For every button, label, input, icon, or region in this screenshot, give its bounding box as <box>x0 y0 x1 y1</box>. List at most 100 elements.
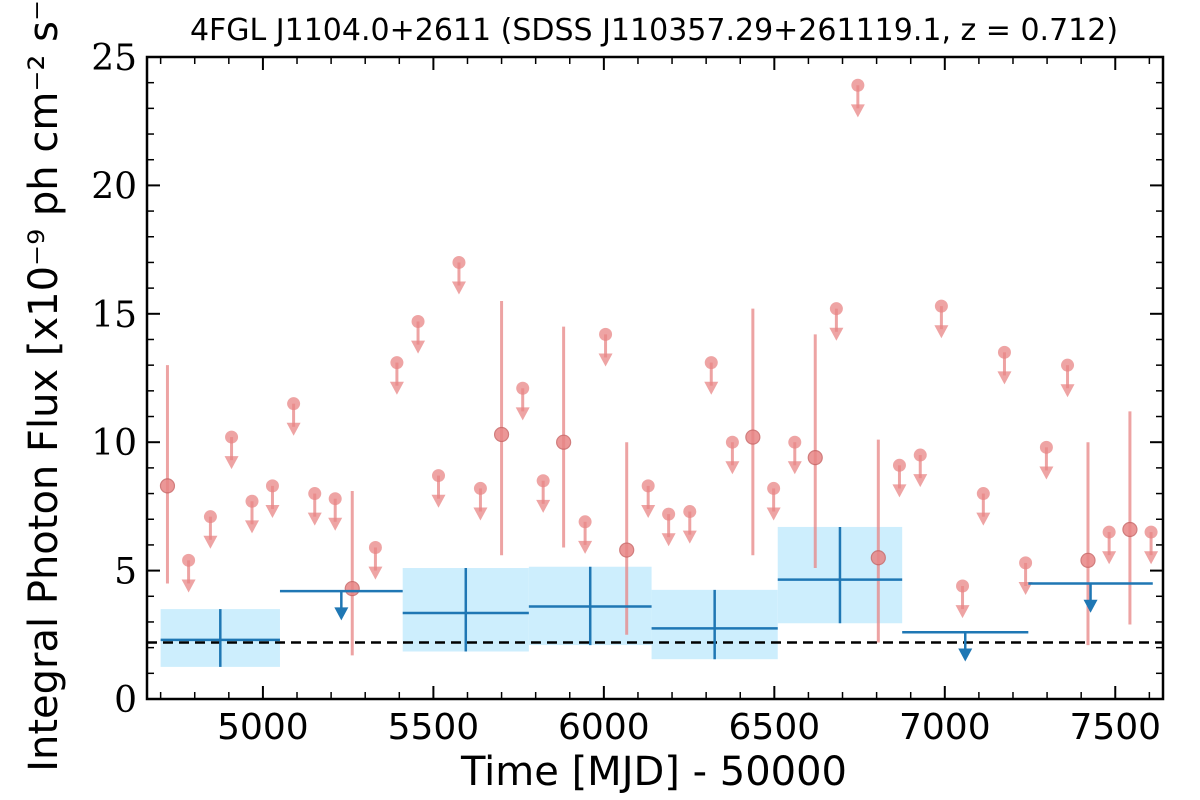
upper-limit-arrow <box>286 422 301 436</box>
upper-limit-point <box>328 492 342 506</box>
x-tick-label: 6500 <box>729 707 821 748</box>
upper-limit-point <box>390 356 404 370</box>
upper-limit-arrow <box>536 499 551 513</box>
upper-limit-arrow <box>245 520 260 534</box>
upper-limit-point <box>265 479 279 493</box>
y-tick-label: 10 <box>91 423 137 464</box>
upper-limit-point <box>599 327 613 341</box>
upper-limit-arrow <box>934 325 949 339</box>
upper-limit-point <box>934 299 948 313</box>
upper-limit-point <box>976 487 990 501</box>
upper-limit-arrow <box>704 381 719 395</box>
upper-limit-arrow <box>976 512 991 526</box>
x-tick-label: 6000 <box>558 707 650 748</box>
fine-bin-points <box>159 78 1159 656</box>
upper-limit-arrow <box>829 327 844 341</box>
upper-limit-arrow <box>451 281 466 295</box>
upper-limit-arrow <box>955 605 970 619</box>
upper-limit-point <box>182 553 196 567</box>
y-tick-label: 20 <box>91 166 137 207</box>
data-point <box>619 542 635 558</box>
upper-limit-point <box>683 505 697 519</box>
coarse-bin-points <box>160 526 1153 667</box>
data-point <box>745 429 761 445</box>
upper-limit-point <box>411 315 425 329</box>
upper-limit-arrow <box>389 381 404 395</box>
upper-limit-point <box>536 474 550 488</box>
upper-limit-point <box>788 435 802 449</box>
coarse-upper-limit-arrow <box>1083 599 1098 613</box>
upper-limit-point <box>1102 525 1116 539</box>
y-tick-label: 0 <box>114 680 137 721</box>
data-point <box>870 550 886 566</box>
upper-limit-point <box>1019 556 1033 570</box>
data-point <box>344 580 360 597</box>
upper-limit-arrow <box>1018 582 1033 596</box>
x-tick-label: 7000 <box>899 707 991 748</box>
upper-limit-point <box>851 78 865 92</box>
upper-limit-point <box>1039 440 1053 454</box>
upper-limit-arrow <box>725 461 740 475</box>
upper-limit-point <box>578 515 592 529</box>
upper-limit-arrow <box>1060 384 1075 398</box>
chart-title: 4FGL J1104.0+2611 (SDSS J110357.29+26111… <box>190 13 1118 48</box>
upper-limit-arrow <box>411 340 426 354</box>
upper-limit-point <box>287 397 301 411</box>
plot-frame <box>145 55 1165 701</box>
upper-limit-point <box>203 510 217 524</box>
axes: 5000 5500 6000 6500 7000 7500 0 5 10 15 20 25 <box>91 38 1165 748</box>
upper-limit-arrow <box>787 461 802 475</box>
upper-limit-arrow <box>682 530 697 544</box>
upper-limit-arrow <box>1039 466 1054 480</box>
x-tick-label: 5500 <box>388 707 480 748</box>
upper-limit-point <box>432 469 446 483</box>
upper-limit-arrow <box>307 512 322 526</box>
y-tick-label: 5 <box>114 552 137 593</box>
upper-limit-point <box>641 479 655 493</box>
upper-limit-point <box>913 448 927 462</box>
upper-limit-point <box>516 381 530 395</box>
y-tick-label: 25 <box>91 38 137 79</box>
upper-limit-point <box>892 458 906 472</box>
upper-limit-point <box>704 356 718 370</box>
upper-limit-arrow <box>1102 551 1117 565</box>
upper-limit-arrow <box>328 517 343 531</box>
x-axis-label: Time [MJD] - 50000 <box>460 749 847 795</box>
x-tick-label: 5000 <box>217 707 309 748</box>
upper-limit-arrow <box>661 533 676 547</box>
upper-limit-point <box>956 579 970 593</box>
upper-limit-point <box>662 507 676 521</box>
upper-limit-arrow <box>850 104 865 118</box>
upper-limit-point <box>368 540 382 554</box>
upper-limit-arrow <box>892 484 907 498</box>
upper-limit-arrow <box>1144 551 1159 565</box>
upper-limit-arrow <box>766 507 781 521</box>
y-tick-label: 15 <box>91 295 137 336</box>
upper-limit-point <box>767 481 781 495</box>
upper-limit-point <box>245 494 259 508</box>
upper-limit-arrow <box>431 494 446 508</box>
upper-limit-arrow <box>515 407 530 421</box>
upper-limit-point <box>829 302 843 316</box>
data-point <box>556 434 572 450</box>
upper-limit-point <box>1144 525 1158 539</box>
upper-limit-arrow <box>641 504 656 518</box>
upper-limit-arrow <box>913 474 928 488</box>
y-axis-label: Integral Photon Flux [x10⁻⁹ ph cm⁻² s⁻¹] <box>21 0 67 772</box>
upper-limit-arrow <box>598 353 613 367</box>
upper-limit-point <box>997 345 1011 359</box>
upper-limit-arrow <box>997 371 1012 385</box>
upper-limit-arrow <box>203 535 218 549</box>
data-point <box>493 426 510 443</box>
upper-limit-arrow <box>265 504 280 518</box>
data-point <box>159 478 176 494</box>
coarse-upper-limit-arrow <box>958 648 973 662</box>
upper-limit-arrow <box>181 579 196 593</box>
upper-limit-arrow <box>473 507 488 521</box>
upper-limit-point <box>225 430 239 444</box>
upper-limit-point <box>473 481 487 495</box>
x-tick-label: 7500 <box>1069 707 1161 748</box>
upper-limit-arrow <box>578 540 593 554</box>
upper-limit-arrow <box>224 456 239 470</box>
